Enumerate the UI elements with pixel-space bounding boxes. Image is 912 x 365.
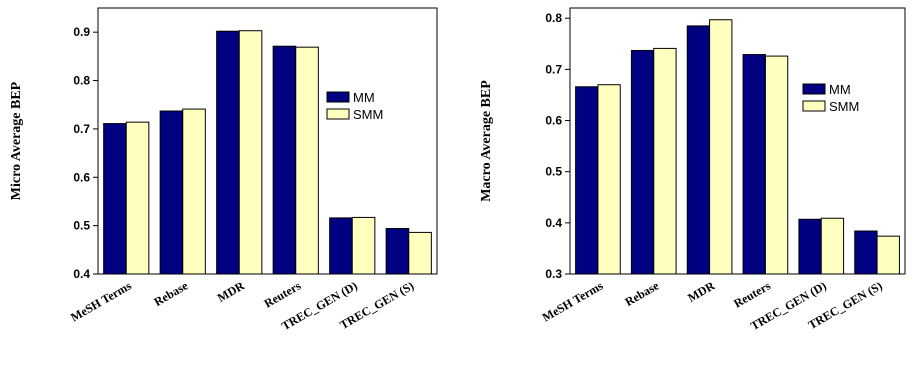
legend-swatch-smm	[802, 100, 826, 112]
legend-swatch-smm	[326, 108, 350, 120]
bar-mm-trec-gen-d	[798, 218, 822, 275]
y-axis-label: Macro Average BEP	[479, 80, 494, 202]
bar-mm-rebase	[630, 49, 655, 275]
y-tick-label: 0.7	[73, 122, 90, 136]
bar-smm-rebase	[653, 47, 677, 275]
y-axis-label: Micro Average BEP	[9, 81, 24, 200]
legend-swatch-mm	[802, 83, 826, 95]
x-category-label: MDR	[685, 278, 717, 305]
y-tick-label: 0.9	[73, 25, 90, 39]
bar-smm-mesh-terms	[597, 84, 621, 275]
x-category-label: Reuters	[262, 278, 304, 310]
bar-smm-mesh-terms	[125, 121, 150, 275]
bar-smm-trec-gen-d	[820, 217, 845, 275]
legend-label-smm: SMM	[829, 99, 859, 114]
y-tick-label: 0.4	[545, 216, 562, 230]
legend-label-mm: MM	[353, 90, 375, 105]
bar-mm-reuters	[272, 45, 297, 275]
bar-mm-mdr	[686, 25, 711, 275]
bar-smm-rebase	[182, 108, 206, 275]
macro-average-bep-chart: 0.3 0.4 0.5 0.6 0.7 0.8 Macro Average BEP MeSH …	[479, 7, 906, 333]
y-tick-label: 0.3	[545, 267, 562, 281]
x-category-label: Rebase	[151, 278, 190, 309]
bar-smm-trec-gen-s	[876, 235, 900, 275]
x-category-label: Rebase	[622, 278, 661, 309]
bar-mm-trec-gen-s	[385, 228, 410, 275]
y-tick-label: 0.5	[545, 165, 562, 179]
bar-smm-reuters	[295, 46, 319, 275]
bar-smm-trec-gen-s	[408, 231, 432, 275]
y-tick-label: 0.4	[73, 267, 90, 281]
plot-frame	[569, 7, 906, 275]
x-category-label: MeSH Terms	[68, 278, 134, 324]
x-category-label: MDR	[215, 278, 247, 305]
y-tick-label: 0.6	[545, 114, 562, 128]
legend-label-mm: MM	[829, 82, 851, 97]
bar-smm-mdr	[709, 19, 733, 275]
y-tick-label: 0.6	[73, 170, 90, 184]
bar-mm-reuters	[742, 54, 766, 275]
x-category-label: MeSH Terms	[540, 278, 606, 324]
y-tick-label: 0.8	[73, 74, 90, 88]
micro-average-bep-chart: 0.4 0.5 0.6 0.7 0.8 0.9 Micro Average BEP MeSH …	[9, 7, 438, 333]
bar-smm-mdr	[238, 30, 263, 275]
bar-mm-mdr	[216, 30, 240, 275]
bar-mm-trec-gen-d	[329, 217, 353, 275]
bar-mm-mesh-terms	[575, 86, 599, 275]
bar-mm-trec-gen-s	[854, 230, 878, 275]
y-tick-label: 0.7	[545, 62, 562, 76]
x-category-label: Reuters	[731, 278, 773, 310]
bar-smm-reuters	[764, 55, 789, 275]
legend-swatch-mm	[326, 91, 350, 103]
plot-frame	[97, 7, 438, 275]
bar-mm-mesh-terms	[103, 123, 127, 275]
legend-label-smm: SMM	[353, 107, 383, 122]
y-tick-label: 0.8	[545, 11, 562, 25]
bar-mm-rebase	[159, 110, 184, 275]
y-tick-label: 0.5	[73, 219, 90, 233]
bar-smm-trec-gen-d	[351, 216, 376, 275]
